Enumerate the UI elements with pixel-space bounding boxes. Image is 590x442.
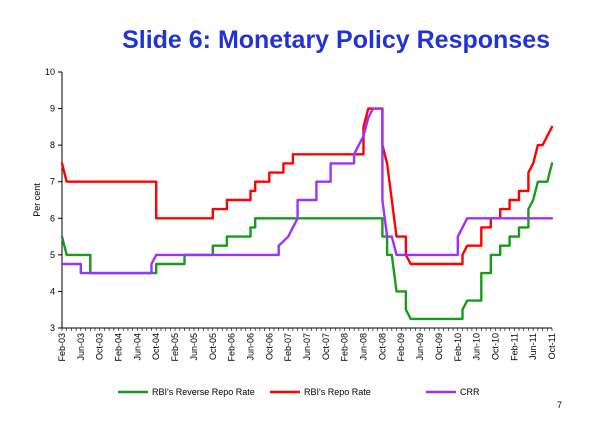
y-tick-label: 3	[50, 323, 55, 333]
x-tick-label: Feb-11	[509, 333, 519, 361]
series-line-3	[60, 107, 554, 275]
x-tick-label: Jun-08	[359, 333, 369, 361]
x-tick-label: Oct-03	[95, 333, 105, 360]
series-line-2	[60, 107, 554, 266]
x-tick-label: Oct-04	[151, 333, 161, 360]
x-tick-label: Jun-10	[472, 333, 482, 361]
y-tick-label: 4	[50, 286, 55, 296]
x-tick-label: Oct-07	[321, 333, 331, 360]
x-tick-label: Feb-08	[340, 333, 350, 362]
chart-legend: RBI's Reverse Repo Rate RBI's Repo Rate CR…	[118, 387, 480, 397]
x-tick-label: Jun-03	[76, 333, 86, 361]
slide-title: Slide 6: Monetary Policy Responses	[0, 26, 580, 55]
legend-label-1: RBI's Reverse Repo Rate	[152, 387, 255, 397]
x-tick-label: Oct-05	[208, 333, 218, 360]
x-tick-label: Feb-09	[396, 333, 406, 362]
y-axis-label: Per cent	[32, 183, 42, 217]
legend-label-3: CRR	[460, 387, 480, 397]
legend-label-2: RBI's Repo Rate	[304, 387, 371, 397]
y-tick-label: 6	[50, 213, 55, 223]
x-tick-label: Oct-09	[434, 333, 444, 360]
y-tick-label: 7	[50, 177, 55, 187]
x-tick-label: Feb-03	[57, 333, 67, 362]
y-tick-label: 5	[50, 250, 55, 260]
y-tick-label: 9	[50, 104, 55, 114]
x-tick-label: Jun-11	[528, 333, 538, 360]
x-tick-label: Feb-05	[170, 333, 180, 362]
x-tick-label: Jun-04	[132, 333, 142, 361]
x-tick-label: Oct-10	[490, 333, 500, 360]
x-tick-label: Oct-08	[377, 333, 387, 360]
chart-plot-area	[60, 107, 554, 321]
chart-axes: 3 4 5 6 7 8 9 10 Feb-03 Jun-03 Oct-03 Feb-04 Jun-04 O…	[45, 67, 557, 362]
x-tick-label: Feb-04	[114, 333, 124, 362]
x-tick-label: Jun-06	[245, 333, 255, 361]
slide-title-text: Slide 6: Monetary Policy Responses	[122, 26, 550, 54]
y-tick-label: 10	[45, 67, 55, 77]
x-tick-label: Feb-10	[453, 333, 463, 362]
x-tick-label: Jun-05	[189, 333, 199, 361]
x-tick-label: Feb-06	[227, 333, 237, 362]
x-tick-label: Feb-07	[283, 333, 293, 362]
x-tick-label: Jun-07	[302, 333, 312, 361]
slide-number: 7	[557, 400, 563, 410]
y-tick-label: 8	[50, 140, 55, 150]
x-tick-label: Oct-06	[264, 333, 274, 360]
x-tick-label: Oct-11	[547, 333, 557, 359]
x-tick-label: Jun-09	[415, 333, 425, 361]
series-line-1	[60, 162, 554, 321]
